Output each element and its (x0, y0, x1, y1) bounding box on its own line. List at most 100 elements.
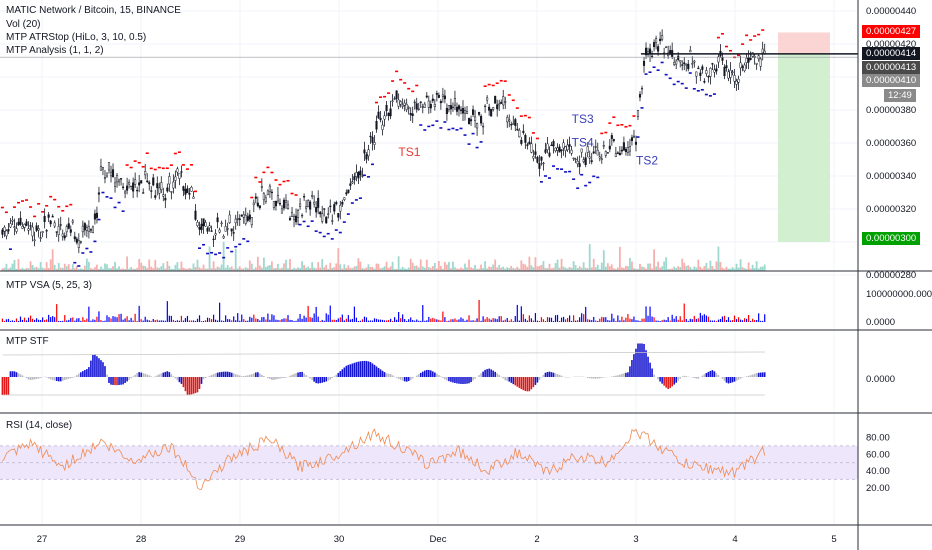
stop-marker (153, 168, 157, 171)
vsa-bar (516, 304, 518, 322)
vsa-bar (488, 318, 490, 322)
stop-marker (129, 166, 133, 169)
candle-body (301, 214, 304, 217)
candle-body (164, 197, 167, 201)
position-zones[interactable] (778, 32, 830, 243)
vsa-legend[interactable]: MTP VSA (5, 25, 3) (6, 280, 92, 291)
stop-marker (342, 221, 346, 223)
candle-body (33, 239, 36, 242)
volume-bar (379, 268, 382, 271)
vsa-bar (116, 317, 118, 322)
candle-body (407, 107, 410, 109)
vol-legend[interactable]: Vol (20) (6, 19, 41, 30)
entry-line[interactable] (0, 53, 858, 58)
vsa-bar (122, 319, 124, 322)
price-axis-label: 0.00000380 (866, 105, 916, 116)
vsa-bar (514, 316, 516, 322)
candle-body (429, 104, 432, 109)
vsa-bar (271, 314, 273, 322)
candle-body (544, 149, 547, 153)
vsa-bar (124, 318, 126, 322)
atrstop-legend[interactable]: MTP ATRStop (HiLo, 3, 10, 0.5) (6, 32, 147, 43)
volume-bar (482, 268, 485, 271)
candle-body (256, 202, 259, 207)
price-tag-3: 0.00000410 (862, 74, 921, 87)
vsa-bar (394, 317, 396, 322)
vsa-bar (657, 320, 659, 322)
candle-body (335, 202, 338, 205)
stop-marker (234, 245, 238, 248)
candle-body (325, 216, 328, 224)
volume-bar (727, 268, 730, 271)
vsa-bar (92, 319, 94, 322)
candle-body (737, 78, 740, 83)
analysis-legend[interactable]: MTP Analysis (1, 1, 2) (6, 45, 104, 56)
stop-marker (121, 210, 125, 212)
candle-body (297, 209, 300, 218)
volume-bar (381, 267, 384, 271)
candle-body (747, 57, 750, 63)
stf-bar (311, 377, 313, 381)
stf-bar (641, 343, 643, 377)
volume-bar (552, 267, 555, 271)
volume-bar (578, 266, 581, 271)
vsa-bar (154, 319, 156, 322)
stf-bar (552, 372, 555, 377)
volume-bar (608, 266, 611, 271)
candle-body (723, 66, 726, 76)
vsa-bar (148, 320, 150, 322)
candle-body (315, 207, 318, 213)
candle-body (733, 75, 736, 82)
rsi-legend[interactable]: RSI (14, close) (6, 420, 73, 431)
vsa-bar (713, 320, 716, 322)
vsa-bar (739, 319, 742, 322)
candle-body (453, 98, 457, 106)
candle-body (284, 200, 288, 203)
volume-bar (675, 268, 678, 271)
stop-marker (737, 54, 741, 57)
volume-bar (299, 268, 301, 271)
vsa-bar (327, 314, 329, 322)
volume-bar (337, 248, 340, 271)
volume-bar (645, 268, 647, 271)
stf-bar (659, 377, 661, 382)
time-axis[interactable]: 27 28 29 30 Dec 2 3 4 5 (37, 534, 837, 545)
volume-bar (637, 268, 639, 271)
stf-bar (512, 377, 515, 385)
vsa-bar (136, 320, 138, 322)
candle-body (731, 71, 734, 73)
candle-body (576, 160, 579, 165)
volume-bar (747, 262, 750, 271)
volume-bar (476, 268, 478, 271)
stf-bar (645, 350, 647, 377)
symbol-title[interactable]: MATIC Network / Bitcoin, 15, BINANCE (6, 5, 181, 16)
candle-body (85, 226, 88, 231)
vsa-bar (259, 320, 261, 322)
candle-body (703, 80, 706, 83)
vsa-bar (556, 314, 559, 322)
volume-bar (405, 268, 408, 271)
volume-bar (27, 268, 30, 271)
volume-bar (216, 266, 219, 271)
stf-bar (94, 354, 96, 377)
stf-bar (385, 373, 388, 377)
vsa-bar (420, 320, 422, 322)
stop-price-tag: 0.00000427 (862, 25, 921, 38)
volume-bar (677, 266, 680, 271)
stf-bar (61, 377, 64, 381)
candle-body (140, 180, 143, 184)
stf-bar (387, 373, 390, 377)
candle-body (377, 111, 380, 119)
stop-marker (624, 125, 628, 128)
vsa-bar (58, 320, 60, 322)
volume-bar (63, 263, 66, 271)
vsa-bar (361, 319, 364, 322)
stf-bar (633, 354, 635, 377)
volume-bar (51, 249, 54, 271)
stf-legend[interactable]: MTP STF (6, 336, 49, 347)
volume-bar (391, 261, 394, 271)
vsa-bar (279, 320, 281, 322)
stop-marker (757, 33, 761, 36)
